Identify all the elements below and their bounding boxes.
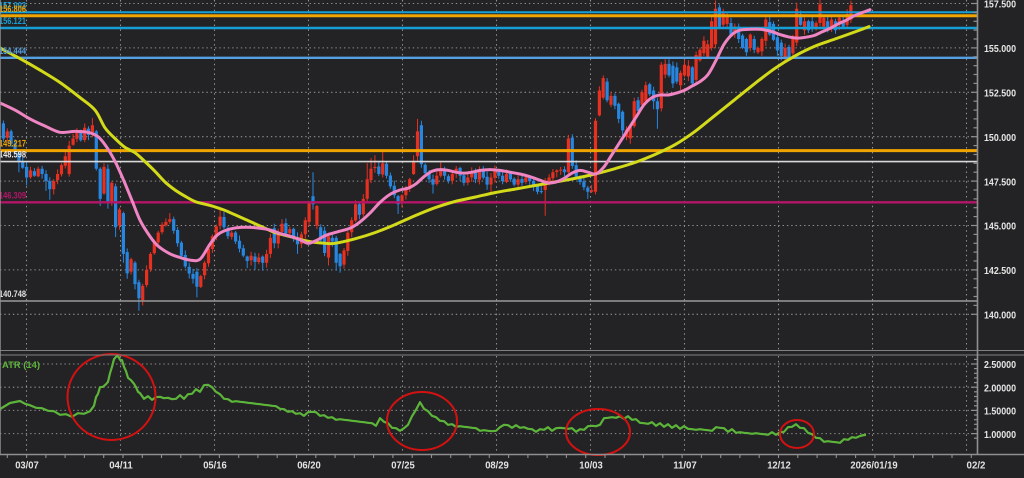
svg-text:146.309: 146.309 — [0, 190, 26, 201]
svg-text:156.121: 156.121 — [0, 16, 27, 27]
svg-text:147.500: 147.500 — [984, 177, 1016, 188]
svg-text:07/25: 07/25 — [391, 460, 415, 471]
svg-text:155.000: 155.000 — [984, 44, 1016, 55]
svg-text:06/20: 06/20 — [297, 460, 321, 471]
svg-text:12/12: 12/12 — [767, 460, 791, 471]
svg-text:148.598: 148.598 — [0, 150, 26, 161]
svg-text:03/07: 03/07 — [15, 460, 39, 471]
svg-text:145.000: 145.000 — [984, 222, 1016, 233]
svg-text:2.00000: 2.00000 — [984, 383, 1016, 394]
svg-text:156.806: 156.806 — [0, 4, 26, 15]
svg-text:152.500: 152.500 — [984, 89, 1016, 100]
svg-text:ATR (14): ATR (14) — [2, 360, 40, 371]
svg-text:140.748: 140.748 — [0, 289, 26, 300]
svg-text:142.500: 142.500 — [984, 266, 1016, 277]
svg-text:04/11: 04/11 — [109, 460, 133, 471]
svg-text:157.003: 157.003 — [0, 0, 26, 11]
svg-text:05/16: 05/16 — [203, 460, 227, 471]
svg-text:140.000: 140.000 — [984, 311, 1016, 322]
svg-text:149.217: 149.217 — [0, 139, 26, 150]
svg-text:157.500: 157.500 — [984, 0, 1016, 11]
svg-text:02/2: 02/2 — [967, 460, 986, 471]
svg-text:10/03: 10/03 — [579, 460, 603, 471]
svg-text:1.50000: 1.50000 — [984, 407, 1016, 418]
svg-text:08/29: 08/29 — [485, 460, 509, 471]
svg-text:2026/01/19: 2026/01/19 — [850, 460, 898, 471]
svg-text:2.50000: 2.50000 — [984, 360, 1016, 371]
svg-text:150.000: 150.000 — [984, 133, 1016, 144]
svg-text:11/07: 11/07 — [673, 460, 697, 471]
svg-text:1.00000: 1.00000 — [984, 430, 1016, 441]
svg-text:154.444: 154.444 — [0, 46, 27, 57]
